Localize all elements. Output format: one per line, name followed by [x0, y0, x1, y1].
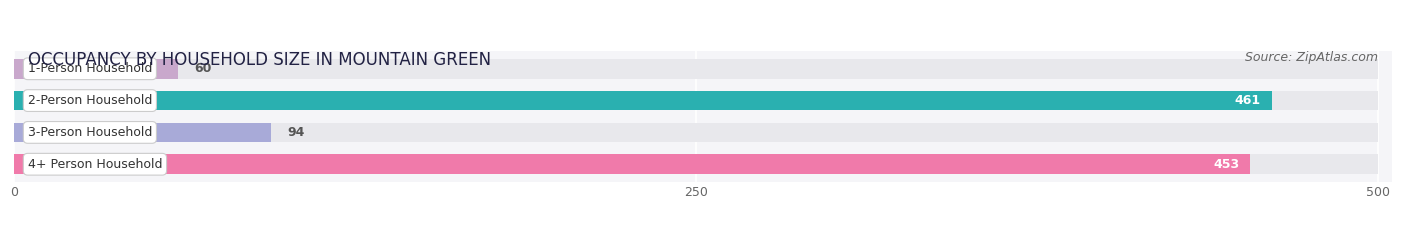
Text: OCCUPANCY BY HOUSEHOLD SIZE IN MOUNTAIN GREEN: OCCUPANCY BY HOUSEHOLD SIZE IN MOUNTAIN … [28, 51, 491, 69]
Text: 461: 461 [1234, 94, 1261, 107]
Text: 94: 94 [287, 126, 304, 139]
Text: 1-Person Household: 1-Person Household [28, 62, 152, 75]
Bar [14, 154, 1378, 174]
Bar [14, 91, 1378, 110]
Text: 60: 60 [194, 62, 211, 75]
Text: Source: ZipAtlas.com: Source: ZipAtlas.com [1246, 51, 1378, 64]
Bar [14, 91, 1272, 110]
Text: 4+ Person Household: 4+ Person Household [28, 158, 162, 171]
Text: 2-Person Household: 2-Person Household [28, 94, 152, 107]
Bar [14, 59, 177, 79]
Text: 3-Person Household: 3-Person Household [28, 126, 152, 139]
Bar [14, 59, 1378, 79]
Text: 453: 453 [1213, 158, 1239, 171]
Bar [14, 154, 1250, 174]
Bar [14, 123, 1378, 142]
Bar [14, 123, 270, 142]
